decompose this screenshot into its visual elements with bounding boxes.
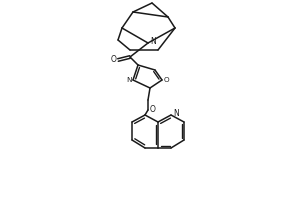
Text: O: O <box>150 106 156 114</box>
Text: N: N <box>126 77 132 83</box>
Text: N: N <box>173 110 179 118</box>
Text: O: O <box>163 77 169 83</box>
Text: N: N <box>150 36 156 46</box>
Text: O: O <box>111 55 117 64</box>
